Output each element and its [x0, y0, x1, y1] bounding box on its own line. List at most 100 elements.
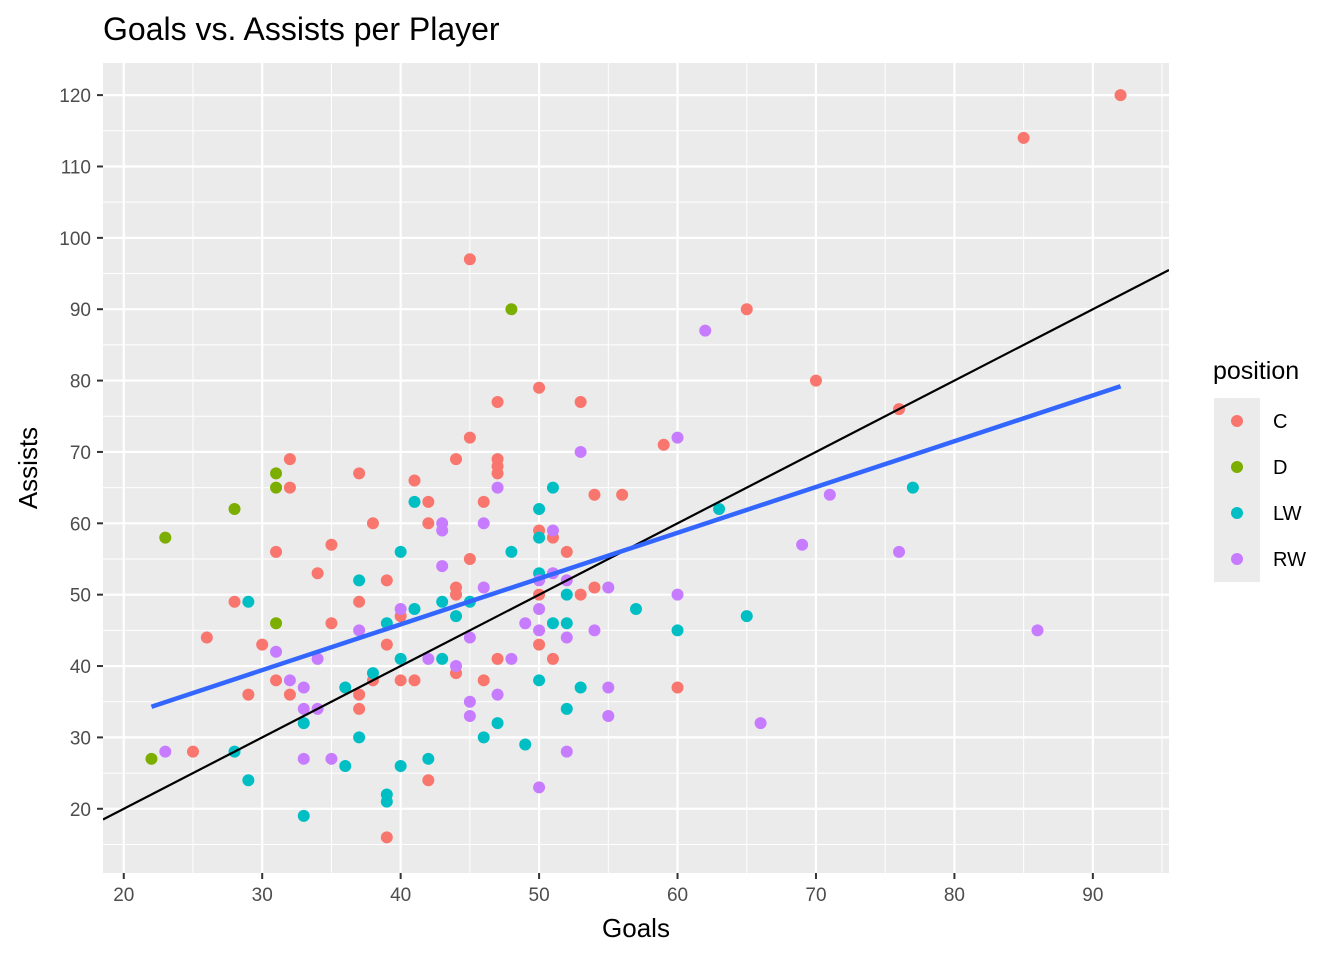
point-c [422, 517, 435, 530]
point-lw [671, 624, 684, 637]
point-lw [560, 702, 573, 715]
point-c [366, 517, 379, 530]
point-lw [740, 610, 753, 623]
point-c [463, 552, 476, 565]
point-c [283, 481, 296, 494]
point-c [380, 831, 393, 844]
point-c [574, 588, 587, 601]
point-rw [159, 745, 172, 758]
point-c [311, 567, 324, 580]
point-rw [311, 652, 324, 665]
point-c [270, 674, 283, 687]
x-tick-label: 70 [805, 885, 826, 906]
point-lw [339, 759, 352, 772]
point-c [200, 631, 213, 644]
y-tick-label: 120 [59, 86, 91, 107]
point-d [145, 752, 158, 765]
point-rw [588, 624, 601, 637]
point-lw [380, 795, 393, 808]
point-c [588, 488, 601, 501]
y-tick-label: 100 [59, 229, 91, 250]
point-rw [297, 702, 310, 715]
point-rw [463, 695, 476, 708]
point-c [1114, 89, 1127, 102]
point-rw [560, 631, 573, 644]
point-rw [394, 602, 407, 615]
point-lw [477, 731, 490, 744]
point-c [477, 495, 490, 508]
point-lw [339, 681, 352, 694]
point-lw [630, 602, 642, 615]
x-tick-label: 30 [252, 885, 273, 906]
point-c [491, 467, 504, 480]
point-rw [671, 431, 684, 444]
point-c [394, 674, 407, 687]
point-c [491, 652, 504, 665]
point-c [242, 688, 255, 701]
point-d [270, 617, 283, 630]
point-lw [353, 574, 366, 587]
point-c [450, 453, 463, 466]
point-lw [242, 774, 255, 787]
point-lw [394, 759, 407, 772]
point-lw [560, 617, 573, 630]
point-lw [906, 481, 919, 494]
point-c [380, 574, 393, 587]
y-tick-label: 30 [70, 728, 91, 749]
point-rw [546, 524, 559, 537]
point-rw [602, 709, 615, 722]
point-rw [893, 545, 906, 558]
y-tick-label: 50 [70, 586, 91, 607]
point-lw [533, 674, 546, 687]
point-c [450, 588, 463, 601]
point-rw [671, 588, 684, 601]
point-lw [297, 717, 310, 730]
point-lw [242, 595, 255, 608]
legend-label-rw: RW [1273, 549, 1306, 571]
x-tick-label: 80 [944, 885, 965, 906]
point-rw [325, 752, 338, 765]
point-rw [436, 524, 449, 537]
point-d [159, 531, 172, 544]
point-c [283, 688, 296, 701]
point-c [809, 374, 822, 387]
point-rw [533, 624, 546, 637]
point-c [740, 303, 753, 316]
point-rw [422, 652, 435, 665]
point-c [256, 638, 269, 651]
point-c [186, 745, 199, 758]
point-c [325, 538, 338, 551]
point-lw [491, 717, 504, 730]
legend-key-d [1231, 461, 1243, 473]
point-c [1017, 131, 1030, 144]
major-gridlines [103, 63, 1169, 873]
point-lw [408, 602, 421, 615]
point-c [353, 688, 366, 701]
y-tick-label: 90 [70, 300, 91, 321]
point-rw [533, 781, 546, 794]
point-c [325, 617, 338, 630]
y-tick-label: 20 [70, 800, 91, 821]
point-c [422, 774, 435, 787]
point-rw [270, 645, 283, 658]
point-rw [491, 481, 504, 494]
point-lw [533, 531, 546, 544]
legend-key-background [1214, 398, 1260, 582]
point-rw [463, 709, 476, 722]
point-lw [546, 617, 559, 630]
legend-label-d: D [1273, 457, 1287, 479]
point-c [463, 431, 476, 444]
point-c [491, 395, 504, 408]
point-lw [353, 731, 366, 744]
point-lw [450, 610, 463, 623]
legend-key-rw [1231, 553, 1243, 565]
point-rw [477, 581, 490, 594]
point-d [270, 481, 283, 494]
trend-lines [103, 268, 1169, 821]
point-rw [353, 624, 366, 637]
point-c [283, 453, 296, 466]
point-lw [408, 495, 421, 508]
y-tick-label: 40 [70, 657, 91, 678]
point-lw [560, 588, 573, 601]
